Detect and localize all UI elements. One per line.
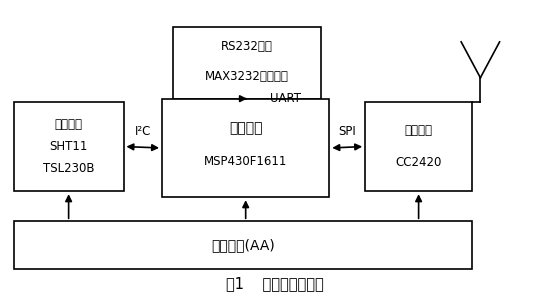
Text: 数据处理: 数据处理 [229, 122, 262, 135]
Text: 图1    节点系统结构图: 图1 节点系统结构图 [226, 277, 323, 292]
Bar [173, 27, 321, 99]
Text: SPI: SPI [338, 125, 356, 138]
Text: I²C: I²C [135, 125, 151, 138]
Text: 无线传输: 无线传输 [405, 123, 433, 137]
Text: SHT11: SHT11 [49, 140, 88, 153]
Text: MSP430F1611: MSP430F1611 [204, 155, 287, 168]
Text: MAX3232电平转换: MAX3232电平转换 [205, 70, 289, 83]
Bar [14, 221, 472, 269]
Bar [365, 102, 472, 191]
Text: RS232接口: RS232接口 [221, 40, 273, 53]
Bar [162, 99, 329, 197]
Bar [14, 102, 124, 191]
Text: CC2420: CC2420 [395, 156, 442, 170]
Text: 数据采集: 数据采集 [54, 118, 83, 131]
Text: UART: UART [270, 92, 301, 105]
Text: 供电模块(AA): 供电模块(AA) [211, 238, 275, 252]
Text: TSL230B: TSL230B [43, 162, 94, 176]
